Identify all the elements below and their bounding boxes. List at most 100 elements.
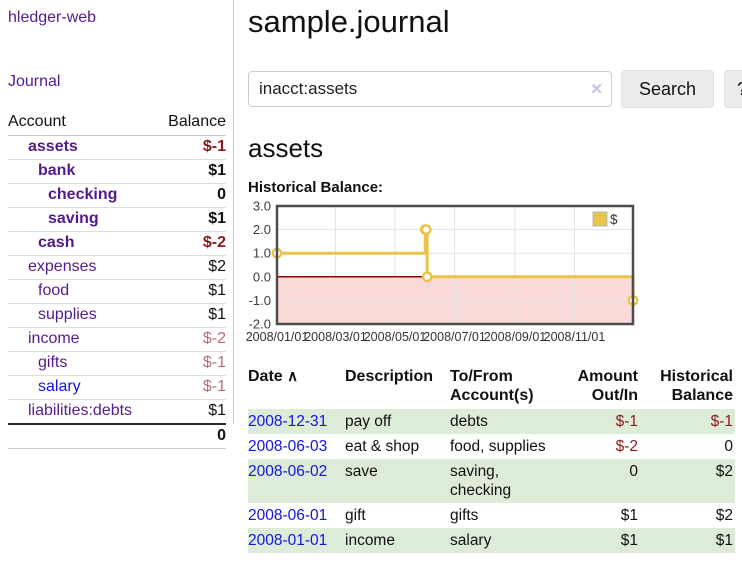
svg-text:3.0: 3.0 (253, 199, 271, 214)
account-link-income[interactable]: income (28, 330, 80, 347)
account-balance: $-2 (156, 231, 226, 256)
account-row: gifts $-1 (8, 351, 226, 376)
search-button[interactable]: Search (621, 70, 715, 108)
account-row: income $-2 (8, 327, 226, 352)
svg-text:1.0: 1.0 (253, 246, 271, 261)
transaction-amount: $1 (620, 507, 638, 524)
register-row: 2008-06-02 save saving, checking 0 $2 (248, 459, 735, 503)
svg-text:2008/11/01: 2008/11/01 (544, 330, 606, 344)
svg-text:2008/01/01: 2008/01/01 (246, 330, 309, 344)
transaction-accounts: debts (450, 413, 488, 430)
transaction-description: income (345, 532, 395, 549)
register-row: 2008-12-31 pay off debts $-1 $-1 (248, 409, 735, 434)
sidebar: hledger-web Journal Account Balance asse… (8, 0, 226, 449)
account-link-cash[interactable]: cash (38, 234, 75, 251)
svg-text:0.0: 0.0 (253, 269, 271, 284)
account-row: food $1 (8, 279, 226, 304)
sidebar-divider (233, 0, 234, 424)
transaction-description: eat & shop (345, 438, 420, 455)
register-table: Date ∧ Description To/From Account(s) Am… (248, 365, 735, 553)
account-link-bank[interactable]: bank (38, 162, 76, 179)
transaction-date-link[interactable]: 2008-06-01 (248, 507, 328, 524)
account-link-supplies[interactable]: supplies (38, 306, 97, 323)
chart-label: Historical Balance: (248, 179, 384, 196)
svg-text:-2.0: -2.0 (249, 317, 271, 332)
register-row: 2008-01-01 income salary $1 $1 (248, 528, 735, 553)
account-link-salary[interactable]: salary (38, 378, 81, 395)
accounts-total-balance: 0 (156, 423, 226, 449)
transaction-date-link[interactable]: 2008-06-02 (248, 463, 328, 480)
transaction-amount: $-2 (615, 438, 638, 455)
account-row: saving $1 (8, 207, 226, 232)
account-balance: $-1 (156, 375, 226, 400)
register-col-header-description: Description (345, 368, 434, 385)
account-row: expenses $2 (8, 255, 226, 280)
transaction-balance: $2 (715, 463, 733, 480)
main-content: sample.journal ✕ Search ? assets Histori… (246, 0, 742, 553)
account-balance: $-1 (156, 351, 226, 376)
account-balance: $1 (156, 399, 226, 425)
transaction-balance: $2 (715, 507, 733, 524)
transaction-balance: 0 (724, 438, 733, 455)
transaction-balance: $1 (715, 532, 733, 549)
accounts-col-header-balance: Balance (156, 110, 226, 136)
register-col-header-balance: Historical Balance (660, 368, 733, 404)
register-row: 2008-06-03 eat & shop food, supplies $-2 0 (248, 434, 735, 459)
sort-ascending-icon: ∧ (287, 368, 299, 385)
account-row: cash $-2 (8, 231, 226, 256)
transaction-description: gift (345, 507, 366, 524)
transaction-date-link[interactable]: 2008-01-01 (248, 532, 328, 549)
account-balance: $2 (156, 255, 226, 280)
search-input-wrap: ✕ (248, 71, 612, 107)
account-link-assets[interactable]: assets (28, 138, 78, 155)
svg-text:2.0: 2.0 (253, 222, 271, 237)
account-balance: $1 (156, 207, 226, 232)
register-col-header-accounts: To/From Account(s) (450, 368, 534, 404)
register-col-header-amount: Amount Out/In (577, 368, 638, 404)
account-balance: $1 (156, 159, 226, 184)
clear-search-icon[interactable]: ✕ (590, 81, 603, 98)
transaction-accounts: food, supplies (450, 438, 546, 455)
account-link-expenses[interactable]: expenses (28, 258, 97, 275)
svg-text:-1.0: -1.0 (249, 293, 271, 308)
historical-balance-chart: 3.0 2.0 1.0 0.0 -1.0 -2.0 2008/01/01 2008/03/01… (246, 199, 735, 350)
app-title-link[interactable]: hledger-web (8, 9, 97, 26)
svg-text:$: $ (610, 212, 618, 227)
register-col-header-date[interactable]: Date ∧ (248, 365, 345, 409)
accounts-table: Account Balance assets $-1 bank $1 checking 0… (8, 110, 226, 449)
transaction-accounts: salary (450, 532, 492, 549)
transaction-balance: $-1 (710, 413, 733, 430)
register-row: 2008-06-01 gift gifts $1 $2 (248, 503, 735, 528)
transaction-description: pay off (345, 413, 392, 430)
sidebar-item-journal[interactable]: Journal (8, 73, 61, 90)
transaction-amount: $-1 (615, 413, 638, 430)
search-form: ✕ Search ? (248, 70, 742, 108)
date-header-label: Date (248, 368, 283, 385)
transaction-amount: $1 (620, 532, 638, 549)
account-balance: $-1 (156, 135, 226, 160)
svg-text:2008/03/01: 2008/03/01 (304, 330, 367, 344)
account-link-food[interactable]: food (38, 282, 70, 299)
transaction-amount: 0 (629, 463, 638, 480)
transaction-date-link[interactable]: 2008-06-03 (248, 438, 328, 455)
page-title: sample.journal (248, 4, 450, 39)
account-row: salary $-1 (8, 375, 226, 400)
transaction-accounts: gifts (450, 507, 479, 524)
account-link-saving[interactable]: saving (48, 210, 99, 227)
account-row: bank $1 (8, 159, 226, 184)
account-row: liabilities:debts $1 (8, 399, 226, 425)
account-row: assets $-1 (8, 135, 226, 160)
search-input[interactable] (248, 71, 612, 107)
svg-text:2008/09/01: 2008/09/01 (484, 330, 547, 344)
transaction-date-link[interactable]: 2008-12-31 (248, 413, 328, 430)
account-balance: $-2 (156, 327, 226, 352)
account-link-liabilities-debts[interactable]: liabilities:debts (28, 402, 133, 419)
svg-text:2008/07/01: 2008/07/01 (423, 330, 486, 344)
accounts-col-header-account: Account (8, 110, 157, 136)
account-link-gifts[interactable]: gifts (38, 354, 68, 371)
account-row: supplies $1 (8, 303, 226, 328)
account-balance: $1 (156, 303, 226, 328)
account-row: checking 0 (8, 183, 226, 208)
help-button[interactable]: ? (724, 70, 742, 108)
account-link-checking[interactable]: checking (48, 186, 118, 203)
